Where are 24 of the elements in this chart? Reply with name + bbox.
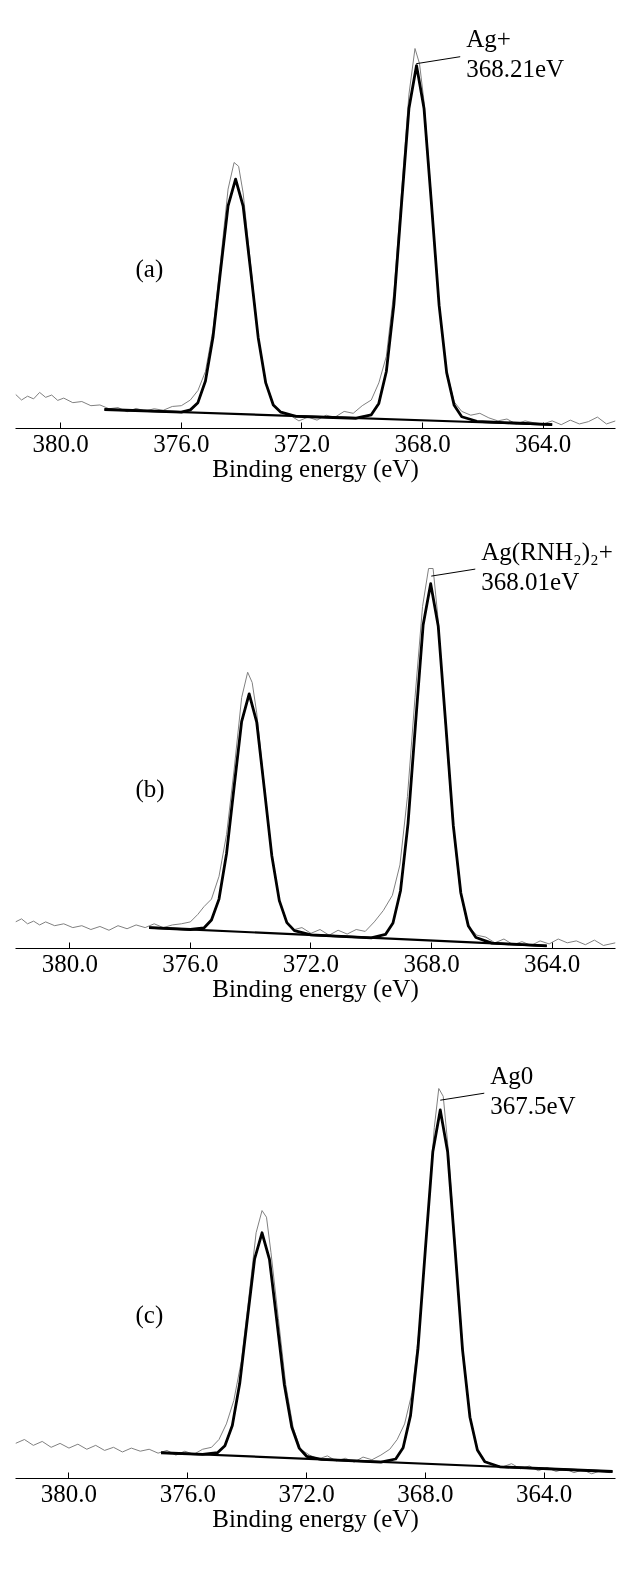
x-tick-label: 380.0 bbox=[40, 1479, 98, 1507]
x-tick-label: 372.0 bbox=[278, 1479, 335, 1507]
x-tick-label: 376.0 bbox=[153, 429, 210, 457]
annotation: (b) bbox=[135, 775, 165, 804]
x-axis-title: Binding energy (eV) bbox=[212, 974, 419, 1003]
x-tick-label: 372.0 bbox=[273, 429, 331, 457]
x-tick-label: 380.0 bbox=[41, 949, 98, 977]
annotation: Ag+ 368.21eV bbox=[466, 25, 565, 83]
x-tick-label: 372.0 bbox=[282, 949, 340, 977]
x-tick-label: 376.0 bbox=[162, 949, 219, 977]
x-tick-label: 368.0 bbox=[397, 1479, 454, 1507]
x-axis-title: Binding energy (eV) bbox=[212, 1504, 419, 1533]
annotation: (a) bbox=[135, 255, 164, 284]
x-tick-label: 368.0 bbox=[403, 949, 460, 977]
x-tick-label: 376.0 bbox=[159, 1479, 216, 1507]
annotation: (c) bbox=[135, 1301, 164, 1330]
annotation: Ag0 367.5eV bbox=[490, 1061, 576, 1119]
x-tick-label: 364.0 bbox=[524, 949, 581, 977]
annotation: Ag(RNH₂)₂+ 368.01eV bbox=[481, 537, 613, 595]
x-tick-label: 364.0 bbox=[515, 429, 572, 457]
x-tick-label: 380.0 bbox=[32, 429, 89, 457]
x-axis-title: Binding energy (eV) bbox=[212, 454, 419, 483]
x-tick-label: 368.0 bbox=[394, 429, 451, 457]
x-tick-label: 364.0 bbox=[516, 1479, 573, 1507]
